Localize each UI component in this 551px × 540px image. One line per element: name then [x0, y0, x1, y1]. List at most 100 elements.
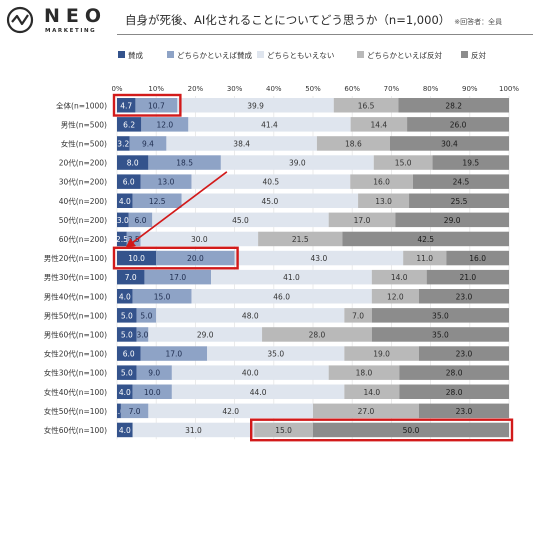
bar-segment [156, 308, 345, 323]
data-label: 24.5 [453, 178, 470, 187]
data-label: 4.0 [119, 388, 131, 397]
bar-segment [136, 327, 149, 342]
bar-segment [344, 308, 372, 323]
category-label: 女性50代(n=100) [44, 406, 107, 416]
legend-label: 賛成 [128, 50, 143, 60]
bar-segment [117, 269, 145, 285]
category-label: 30代(n=200) [59, 177, 107, 187]
data-label: 12.5 [149, 197, 166, 206]
data-label: 28.0 [309, 330, 326, 339]
data-label: 4.7 [120, 101, 132, 110]
data-label: 12.0 [387, 292, 404, 301]
data-label: 38.4 [233, 139, 250, 148]
data-label: 46.0 [273, 292, 290, 301]
bar-segment [117, 155, 149, 170]
data-label: 28.0 [446, 369, 463, 378]
data-label: 26.0 [450, 120, 467, 129]
bar-segment [342, 231, 509, 247]
data-label: 35.0 [432, 330, 449, 339]
data-label: 5.0 [121, 369, 133, 378]
bar-segment [371, 308, 509, 323]
bar-segment [144, 269, 212, 285]
bar-row: 女性(n=500) 3.2 9.4 38.4 18.6 30.4 [61, 136, 509, 151]
respondent-note: ※回答者：全員 [454, 18, 503, 26]
x-tick-label: 90% [462, 85, 478, 93]
bar-segment [418, 403, 509, 419]
data-label: 40.0 [242, 369, 259, 378]
data-label: 2.5 [116, 235, 128, 244]
legend-swatch [461, 51, 468, 58]
bar-segment [135, 98, 178, 113]
data-label: 10.7 [148, 101, 165, 110]
category-label: 女性60代(n=100) [44, 425, 107, 435]
data-label: 16.0 [373, 178, 390, 187]
bar-segment [132, 384, 172, 399]
bar-segment [129, 136, 167, 151]
bar-segment [117, 384, 133, 399]
data-label: 29.0 [444, 216, 461, 225]
x-tick-label: 30% [227, 85, 243, 93]
data-label: 5.0 [140, 311, 152, 320]
bar-row: 40代(n=200) 4.0 12.5 45.0 13.0 25.5 [59, 193, 509, 208]
data-label: 21.5 [292, 235, 309, 244]
data-label: 15.0 [395, 159, 412, 168]
bar-row: 男性60代(n=100) 5.0 3.0 29.0 28.0 35.0 [44, 327, 509, 342]
data-label: 4.0 [119, 197, 131, 206]
bar-segment [358, 193, 410, 208]
bar-segment [117, 422, 133, 438]
data-label: 29.0 [197, 330, 214, 339]
bar-rows: 全体(n=1000) 4.7 10.7 39.9 16.5 28.2 男性(n=500) 6.… [44, 98, 509, 438]
data-label: 13.0 [375, 197, 392, 206]
bar-segment [328, 365, 400, 380]
bar-segment [207, 346, 345, 361]
data-label: 12.0 [156, 120, 173, 129]
bar-segment [171, 365, 329, 380]
data-label: 48.0 [242, 311, 259, 320]
bar-row: 50代(n=200) 3.0 6.0 45.0 17.0 29.0 [59, 212, 509, 228]
x-tick-label: 20% [188, 85, 204, 93]
data-label: 15.0 [275, 426, 292, 435]
data-label: 5.0 [121, 311, 133, 320]
bar-row: 男性20代(n=100) 10.0 20.0 43.0 11.0 16.0 [44, 250, 509, 266]
x-tick-label: 100% [499, 85, 519, 93]
category-label: 女性30代(n=100) [44, 368, 107, 378]
data-label: 14.0 [363, 388, 380, 397]
category-label: 男性(n=500) [61, 119, 107, 129]
data-label: 4.0 [119, 292, 131, 301]
x-tick-label: 0% [111, 85, 122, 93]
bar-segment [389, 136, 509, 151]
bar-segment [117, 308, 137, 323]
data-label: 14.0 [391, 273, 408, 282]
bar-segment [117, 403, 121, 419]
bar-row: 男性(n=500) 6.2 12.0 41.4 14.4 26.0 [61, 117, 509, 132]
bar-segment [117, 346, 141, 361]
bar-row: 男性30代(n=100) 7.0 17.0 41.0 14.0 21.0 [44, 269, 509, 285]
bar-segment [426, 269, 509, 285]
bar-segment [373, 155, 433, 170]
data-label: 28.0 [446, 388, 463, 397]
category-label: 女性(n=500) [61, 138, 107, 148]
bar-segment [148, 327, 263, 342]
data-label: 16.5 [358, 101, 375, 110]
bar-segment [117, 117, 142, 132]
data-label: 42.0 [222, 407, 239, 416]
category-label: 20代(n=200) [59, 158, 107, 168]
neo-logo-icon [6, 6, 34, 34]
bar-segment [141, 117, 189, 132]
data-label: 6.0 [135, 216, 147, 225]
x-tick-label: 80% [423, 85, 439, 93]
bar-segment [313, 403, 419, 419]
bar-row: 女性30代(n=100) 5.0 9.0 40.0 18.0 28.0 [44, 365, 509, 380]
data-label: 1.0 [113, 407, 125, 416]
category-label: 男性30代(n=100) [44, 272, 107, 282]
data-label: 30.4 [441, 139, 458, 148]
highlight-box [112, 246, 239, 270]
legend-swatch [167, 51, 174, 58]
bar-segment [418, 346, 509, 361]
data-label: 6.2 [123, 120, 135, 129]
data-label: 27.0 [358, 407, 375, 416]
data-label: 18.0 [356, 369, 373, 378]
data-label: 28.2 [445, 101, 462, 110]
data-label: 3.0 [137, 330, 149, 339]
data-label: 25.5 [451, 197, 468, 206]
